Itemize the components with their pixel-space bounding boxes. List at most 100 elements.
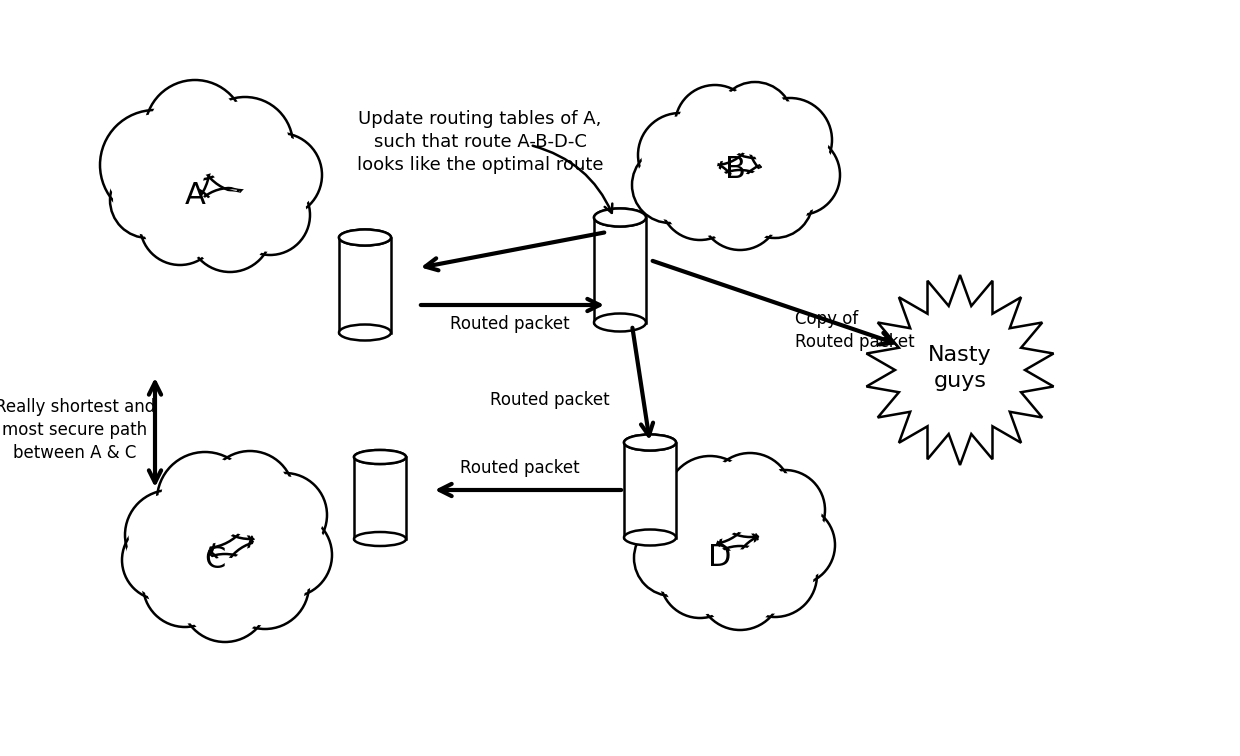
- Text: C: C: [205, 546, 226, 575]
- Ellipse shape: [624, 435, 676, 451]
- Ellipse shape: [594, 209, 646, 227]
- Circle shape: [143, 543, 227, 627]
- Ellipse shape: [624, 529, 676, 546]
- Text: Copy of
Routed packet: Copy of Routed packet: [795, 310, 915, 351]
- Circle shape: [758, 508, 832, 582]
- Circle shape: [632, 147, 708, 223]
- Circle shape: [110, 162, 186, 238]
- Ellipse shape: [353, 450, 405, 464]
- Text: Routed packet: Routed packet: [490, 391, 610, 409]
- Bar: [353, 457, 405, 539]
- Circle shape: [740, 165, 810, 235]
- Circle shape: [678, 88, 751, 162]
- Bar: [594, 218, 646, 323]
- Circle shape: [712, 457, 789, 534]
- Circle shape: [675, 85, 755, 165]
- Circle shape: [720, 85, 790, 155]
- Circle shape: [122, 520, 202, 600]
- Circle shape: [224, 544, 305, 625]
- Circle shape: [660, 160, 740, 240]
- Circle shape: [252, 516, 329, 593]
- Text: D: D: [708, 544, 732, 572]
- Circle shape: [733, 533, 817, 617]
- Circle shape: [745, 470, 825, 550]
- Text: A: A: [185, 181, 206, 209]
- Circle shape: [143, 188, 217, 262]
- Ellipse shape: [594, 209, 646, 227]
- Circle shape: [181, 554, 269, 642]
- Bar: [339, 237, 391, 333]
- Circle shape: [708, 453, 792, 537]
- Text: B: B: [724, 156, 745, 184]
- Ellipse shape: [353, 532, 405, 546]
- Circle shape: [247, 476, 324, 553]
- Circle shape: [229, 175, 310, 255]
- Circle shape: [641, 491, 719, 569]
- Ellipse shape: [353, 450, 405, 464]
- Circle shape: [206, 451, 294, 539]
- Circle shape: [639, 488, 722, 572]
- Ellipse shape: [594, 314, 646, 331]
- Circle shape: [641, 116, 719, 194]
- Text: Nasty
guys: Nasty guys: [929, 345, 992, 391]
- Circle shape: [760, 135, 839, 215]
- Ellipse shape: [339, 230, 391, 246]
- Ellipse shape: [339, 230, 391, 246]
- Circle shape: [210, 454, 290, 535]
- Circle shape: [188, 188, 272, 272]
- Circle shape: [242, 136, 319, 214]
- Circle shape: [670, 460, 750, 541]
- Circle shape: [666, 456, 754, 544]
- Circle shape: [238, 133, 322, 217]
- Circle shape: [663, 163, 737, 237]
- Ellipse shape: [594, 209, 646, 227]
- Circle shape: [185, 557, 265, 639]
- Text: Update routing tables of A,
such that route A-B-D-C
looks like the optimal route: Update routing tables of A, such that ro…: [357, 110, 603, 174]
- Circle shape: [639, 113, 722, 197]
- Circle shape: [129, 494, 211, 576]
- Ellipse shape: [624, 435, 676, 451]
- Circle shape: [161, 456, 249, 544]
- Text: Routed packet: Routed packet: [460, 459, 580, 477]
- Circle shape: [125, 523, 198, 596]
- Text: Routed packet: Routed packet: [450, 315, 570, 333]
- Circle shape: [233, 178, 306, 252]
- Text: Really shortest and
most secure path
between A & C: Really shortest and most secure path bet…: [0, 398, 155, 462]
- Circle shape: [149, 84, 241, 176]
- Polygon shape: [867, 275, 1054, 465]
- Circle shape: [157, 452, 253, 548]
- Circle shape: [191, 191, 269, 268]
- Ellipse shape: [353, 450, 405, 464]
- Circle shape: [201, 101, 289, 189]
- Circle shape: [637, 523, 707, 593]
- Circle shape: [748, 473, 822, 547]
- Circle shape: [125, 490, 215, 580]
- Circle shape: [248, 513, 332, 597]
- Circle shape: [717, 82, 794, 158]
- Circle shape: [104, 114, 206, 215]
- Ellipse shape: [339, 324, 391, 340]
- Bar: [624, 442, 676, 538]
- Circle shape: [145, 80, 246, 180]
- Circle shape: [146, 547, 223, 624]
- Circle shape: [140, 185, 219, 265]
- Circle shape: [663, 541, 737, 615]
- Circle shape: [755, 505, 835, 585]
- Circle shape: [737, 536, 813, 614]
- Circle shape: [698, 546, 782, 630]
- Circle shape: [635, 150, 706, 220]
- Circle shape: [702, 550, 779, 627]
- Circle shape: [243, 473, 327, 557]
- Circle shape: [748, 98, 832, 182]
- Circle shape: [737, 162, 813, 238]
- Ellipse shape: [624, 435, 676, 451]
- Circle shape: [634, 520, 711, 596]
- Circle shape: [221, 541, 309, 629]
- Circle shape: [763, 138, 837, 212]
- Circle shape: [751, 101, 828, 178]
- Circle shape: [660, 538, 740, 618]
- Circle shape: [701, 170, 780, 250]
- Circle shape: [197, 97, 293, 193]
- Ellipse shape: [339, 230, 391, 246]
- Circle shape: [703, 173, 776, 246]
